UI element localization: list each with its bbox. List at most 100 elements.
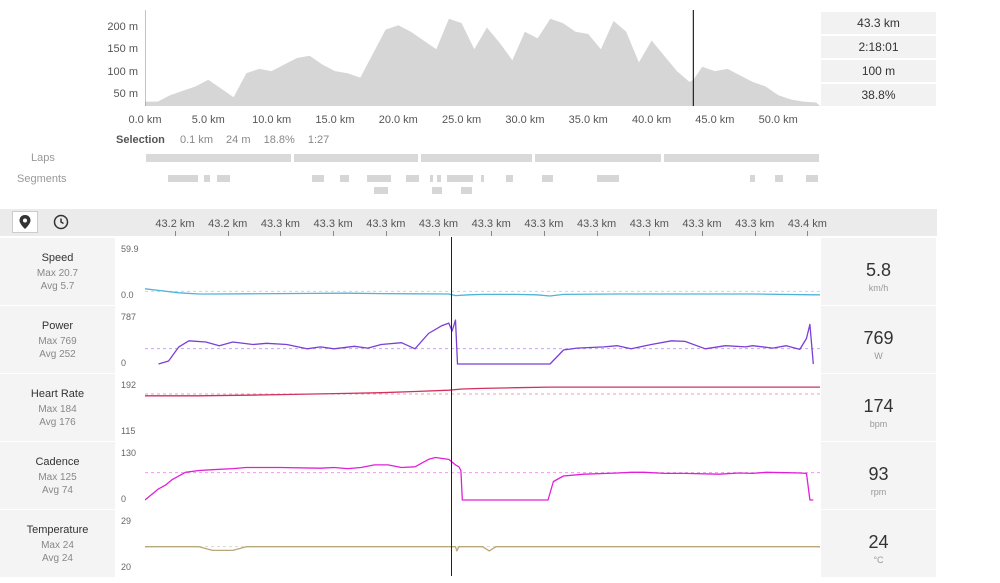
- elevation-area: [145, 18, 820, 107]
- lap-bar[interactable]: [146, 154, 291, 162]
- zoom-tick-mark: [649, 231, 651, 236]
- metric-unit: km/h: [868, 283, 889, 293]
- elevation-profile-chart[interactable]: [145, 10, 820, 110]
- metric-current: 769 W: [821, 306, 936, 373]
- segment-bar[interactable]: [374, 187, 388, 194]
- lap-bar[interactable]: [535, 154, 661, 162]
- segment-bar[interactable]: [432, 187, 442, 194]
- metric-value: 174: [863, 396, 894, 416]
- metric-avg: Avg 5.7: [40, 281, 75, 292]
- segment-bar[interactable]: [775, 175, 783, 182]
- segment-bar[interactable]: [217, 175, 230, 182]
- metric-max: Max 125: [38, 472, 77, 483]
- segment-bar[interactable]: [461, 187, 472, 194]
- zoom-tick-mark: [807, 231, 809, 236]
- metric-value: 769: [863, 328, 894, 348]
- zoom-tick-mark: [227, 231, 229, 236]
- series-line: [145, 288, 820, 297]
- segment-bar[interactable]: [597, 175, 619, 182]
- zoom-tick-label: 43.3 km: [524, 218, 564, 230]
- metric-line-chart[interactable]: [145, 374, 820, 441]
- metric-line-chart[interactable]: [145, 306, 820, 373]
- y-min-label: 115: [121, 426, 136, 436]
- segment-bar[interactable]: [204, 175, 210, 182]
- segment-bar[interactable]: [312, 175, 324, 182]
- metric-name: Heart Rate: [30, 388, 85, 400]
- zoom-tick-label: 43.3 km: [577, 218, 617, 230]
- zoom-tick-mark: [754, 231, 756, 236]
- segment-bar[interactable]: [340, 175, 349, 182]
- metric-current: 93 rpm: [821, 442, 936, 509]
- metric-name: Power: [41, 320, 74, 332]
- segment-bar[interactable]: [437, 175, 441, 182]
- zoom-tick-label: 43.2 km: [155, 218, 195, 230]
- y-min-label: 0.0: [121, 290, 134, 300]
- info-percent: 38.8%: [821, 84, 936, 106]
- segment-bar[interactable]: [406, 175, 419, 182]
- y-min-label: 0: [121, 358, 127, 368]
- y-max-label: 787: [121, 312, 137, 322]
- metric-avg: Avg 252: [39, 349, 76, 360]
- metric-name: Speed: [41, 252, 74, 264]
- series-line: [145, 386, 820, 397]
- zoom-tick-label: 43.2 km: [208, 218, 248, 230]
- segment-bar[interactable]: [168, 175, 198, 182]
- segment-bar[interactable]: [447, 175, 473, 182]
- selection-grade: 18.8%: [263, 134, 295, 146]
- segment-bar[interactable]: [506, 175, 513, 182]
- metric-max: Max 184: [38, 404, 77, 415]
- x-tick-label: 0.0 km: [128, 114, 162, 126]
- zoom-tick-mark: [385, 231, 387, 236]
- y-max-label: 192: [121, 380, 137, 390]
- map-marker-button[interactable]: [12, 211, 38, 233]
- x-tick-label: 5.0 km: [191, 114, 225, 126]
- metric-line-chart[interactable]: [145, 442, 820, 509]
- lap-bar[interactable]: [294, 154, 418, 162]
- y-min-label: 20: [121, 562, 132, 572]
- metric-row-speed: Speed Max 20.7 Avg 5.7 59.9 0.0 5.8 km/h: [0, 238, 1000, 305]
- segment-bar[interactable]: [750, 175, 755, 182]
- segment-bar[interactable]: [367, 175, 391, 182]
- lap-bar[interactable]: [421, 154, 532, 162]
- y-tick-100: 100 m: [107, 66, 138, 78]
- segment-bar[interactable]: [481, 175, 484, 182]
- x-tick-label: 20.0 km: [378, 114, 418, 126]
- segment-bar[interactable]: [806, 175, 818, 182]
- zoom-cursor-line: [450, 237, 452, 576]
- y-max-label: 29: [121, 516, 132, 526]
- selection-elevation: 24 m: [226, 134, 251, 146]
- metric-current: 24 °C: [821, 510, 936, 577]
- clock-button[interactable]: [48, 211, 74, 233]
- metric-line-chart[interactable]: [145, 238, 820, 305]
- zoom-tick-label: 43.3 km: [735, 218, 775, 230]
- zoom-tick-mark: [333, 231, 335, 236]
- zoom-tick-mark: [280, 231, 282, 236]
- series-line: [145, 546, 820, 552]
- metric-unit: W: [874, 351, 883, 361]
- laps-label: Laps: [31, 152, 55, 164]
- metric-max: Max 20.7: [36, 268, 79, 279]
- metric-row-power: Power Max 769 Avg 252 787 0 769 W: [0, 306, 1000, 373]
- x-tick-label: 40.0 km: [631, 114, 672, 126]
- x-tick-label: 25.0 km: [442, 114, 482, 126]
- metric-avg: Avg 176: [39, 417, 76, 428]
- segment-bar[interactable]: [430, 175, 433, 182]
- metric-row-heart-rate: Heart Rate Max 184 Avg 176 192 115 174 bpm: [0, 374, 1000, 441]
- zoom-tick-mark: [543, 231, 545, 236]
- x-tick-label: 45.0 km: [695, 114, 735, 126]
- metric-value: 93: [868, 464, 889, 484]
- y-tick-50: 50 m: [113, 88, 138, 100]
- y-tick-200: 200 m: [107, 21, 138, 33]
- metric-avg: Avg 74: [42, 485, 73, 496]
- segment-bar[interactable]: [542, 175, 553, 182]
- zoom-tick-mark: [491, 231, 493, 236]
- lap-bar[interactable]: [664, 154, 819, 162]
- metric-unit: bpm: [869, 419, 888, 429]
- info-elevation: 100 m: [821, 60, 936, 82]
- metric-line-chart[interactable]: [145, 510, 820, 577]
- metric-max: Max 769: [38, 336, 77, 347]
- zoom-tick-label: 43.3 km: [260, 218, 300, 230]
- y-min-label: 0: [121, 494, 127, 504]
- info-distance: 43.3 km: [821, 12, 936, 34]
- selection-summary: Selection 0.1 km 24 m 18.8% 1:27: [116, 134, 329, 146]
